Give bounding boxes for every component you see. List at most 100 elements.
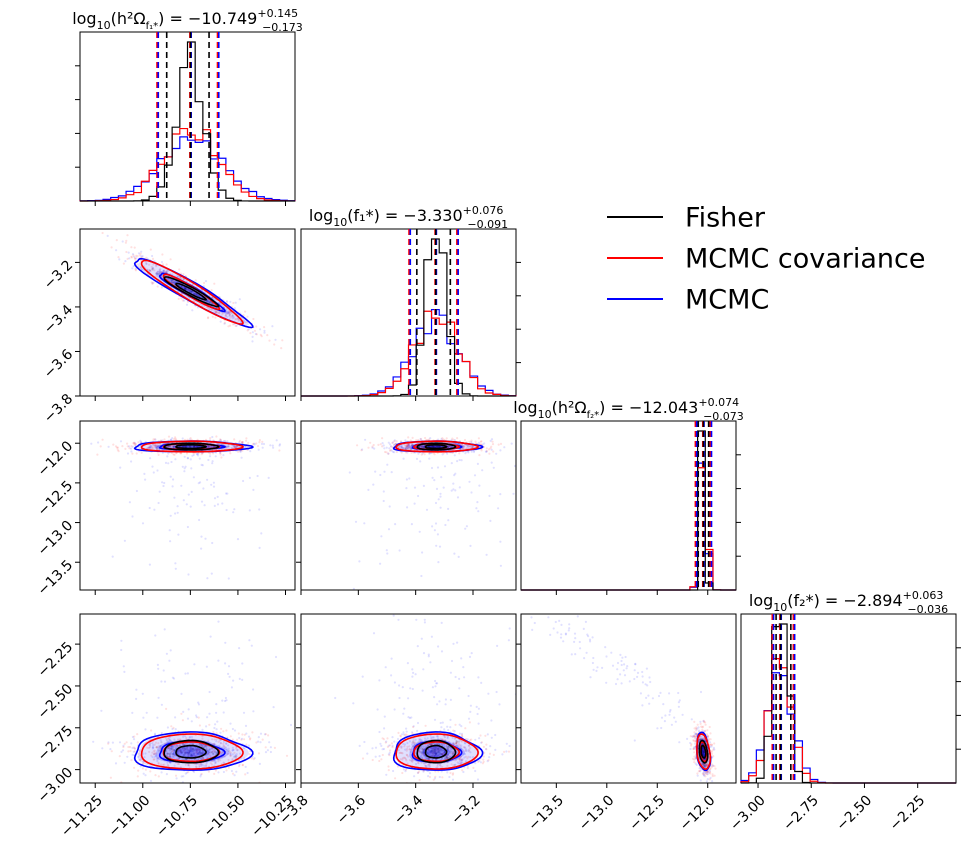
sample-point (482, 760, 485, 763)
sample-point (166, 445, 169, 448)
sample-point (207, 617, 209, 619)
sample-point (248, 753, 251, 756)
sample-point (226, 315, 229, 318)
sample-point (155, 264, 158, 267)
sample-point (100, 709, 103, 712)
sample-point (169, 748, 172, 751)
sample-point (192, 445, 195, 448)
sample-point (428, 743, 431, 747)
sample-point (148, 446, 151, 449)
sample-point (163, 269, 166, 273)
sample-point (490, 448, 493, 451)
sample-point (447, 754, 450, 757)
sample-point (155, 447, 158, 450)
sample-point (109, 748, 112, 751)
sample-point (201, 751, 204, 754)
sample-point (186, 456, 189, 460)
sample-point (226, 312, 229, 315)
sample-point (157, 742, 160, 745)
sample-point (469, 739, 472, 742)
sample-point (218, 443, 221, 446)
sample-point (457, 745, 460, 748)
sample-point (192, 283, 195, 286)
sample-point (92, 740, 95, 743)
sample-point (507, 750, 511, 753)
sample-point (386, 552, 389, 555)
sample-point (452, 764, 455, 767)
sample-point (433, 453, 436, 456)
sample-point (223, 747, 226, 750)
sample-point (406, 451, 409, 454)
sample-point (436, 765, 439, 768)
sample-point (392, 769, 395, 773)
sample-point (130, 256, 133, 259)
sample-point (199, 757, 203, 760)
sample-point (204, 537, 207, 540)
sample-point (190, 290, 193, 293)
sample-point (192, 743, 195, 746)
sample-point (419, 460, 422, 463)
sample-point (437, 438, 440, 441)
sample-point (166, 741, 169, 744)
sample-point (130, 255, 133, 258)
sample-point (442, 752, 446, 755)
sample-point (151, 465, 154, 468)
sample-point (115, 249, 118, 252)
sample-point (243, 785, 245, 787)
sample-point (249, 450, 252, 453)
sample-point (222, 755, 225, 758)
sample-point (397, 749, 400, 752)
sample-point (434, 752, 437, 755)
sample-point (156, 716, 159, 719)
sample-point (180, 712, 183, 715)
sample-point (387, 452, 390, 455)
sample-point (382, 490, 385, 493)
sample-point (149, 446, 152, 449)
sample-point (224, 314, 227, 317)
sample-point (226, 445, 229, 448)
sample-point (435, 487, 439, 490)
sample-point (435, 752, 438, 756)
sample-point (490, 736, 493, 739)
sample-point (361, 757, 365, 760)
sample-point (227, 747, 230, 750)
sample-point (136, 255, 139, 258)
sample-point (238, 441, 241, 444)
sample-point (259, 741, 262, 744)
sample-point (189, 458, 192, 461)
sample-point (435, 742, 439, 746)
sample-point (149, 248, 152, 251)
sample-point (257, 752, 261, 755)
sample-point (167, 747, 170, 750)
sample-point (389, 784, 391, 786)
sample-point (423, 737, 427, 740)
sample-point (168, 445, 171, 448)
sample-point (245, 732, 248, 735)
sample-point (489, 447, 492, 450)
sample-point (406, 747, 409, 751)
panel-layer: log10(h²Ωf₁*) = −10.749+0.145 −0.173log10… (35, 7, 961, 840)
sample-point (162, 270, 165, 273)
sample-point (151, 446, 154, 449)
sample-point (263, 329, 266, 332)
sample-point (233, 508, 236, 511)
sample-point (417, 771, 420, 774)
sample-point (266, 749, 269, 752)
sample-point (188, 750, 191, 753)
sample-point (419, 445, 422, 448)
sample-point (497, 507, 500, 510)
sample-point (465, 748, 468, 751)
sample-point (223, 321, 226, 324)
sample-point (422, 751, 425, 754)
sample-point (405, 478, 408, 481)
sample-point (452, 482, 455, 485)
sample-point (409, 445, 412, 448)
sample-point (431, 736, 434, 739)
sample-point (213, 750, 216, 753)
sample-point (187, 289, 190, 292)
sample-point (189, 748, 192, 752)
sample-point (461, 735, 464, 738)
sample-point (490, 461, 493, 464)
sample-point (151, 747, 154, 750)
sample-point (181, 465, 184, 468)
